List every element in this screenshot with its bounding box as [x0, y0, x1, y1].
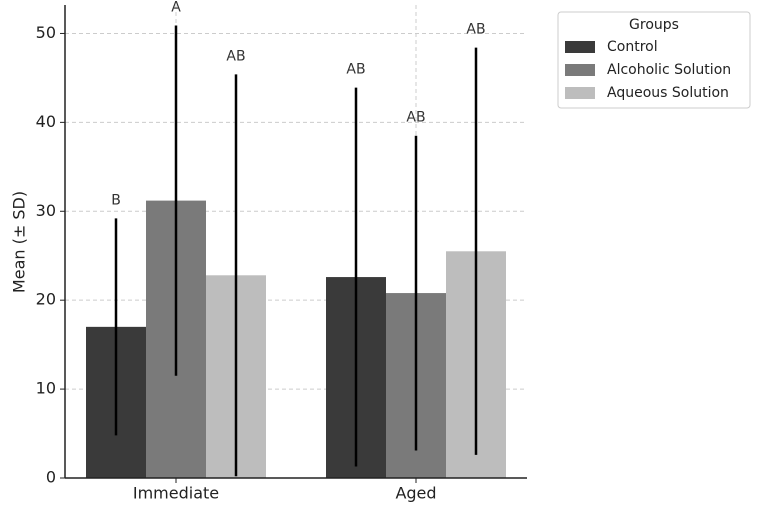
significance-letter: B — [111, 192, 121, 208]
legend-label: Alcoholic Solution — [607, 62, 731, 78]
y-tick-label: 10 — [36, 379, 56, 398]
legend-swatch — [565, 87, 595, 99]
significance-letter: AB — [226, 48, 245, 64]
legend-label: Aqueous Solution — [607, 85, 729, 101]
x-tick-label: Aged — [395, 484, 436, 503]
significance-letter: AB — [406, 110, 425, 126]
legend-swatch — [565, 41, 595, 53]
legend-title: Groups — [629, 17, 679, 33]
significance-letter: AB — [346, 62, 365, 78]
significance-letter: A — [171, 0, 181, 15]
x-tick-label: Immediate — [133, 484, 219, 503]
y-tick-label: 20 — [36, 290, 56, 309]
significance-letter: AB — [466, 22, 485, 38]
legend-label: Control — [607, 39, 658, 55]
y-tick-label: 0 — [46, 468, 56, 487]
y-axis-label: Mean (± SD) — [10, 191, 29, 293]
y-tick-label: 30 — [36, 201, 56, 220]
y-tick-label: 40 — [36, 112, 56, 131]
y-tick-label: 50 — [36, 23, 56, 42]
legend-swatch — [565, 64, 595, 76]
legend-box — [557, 11, 751, 109]
